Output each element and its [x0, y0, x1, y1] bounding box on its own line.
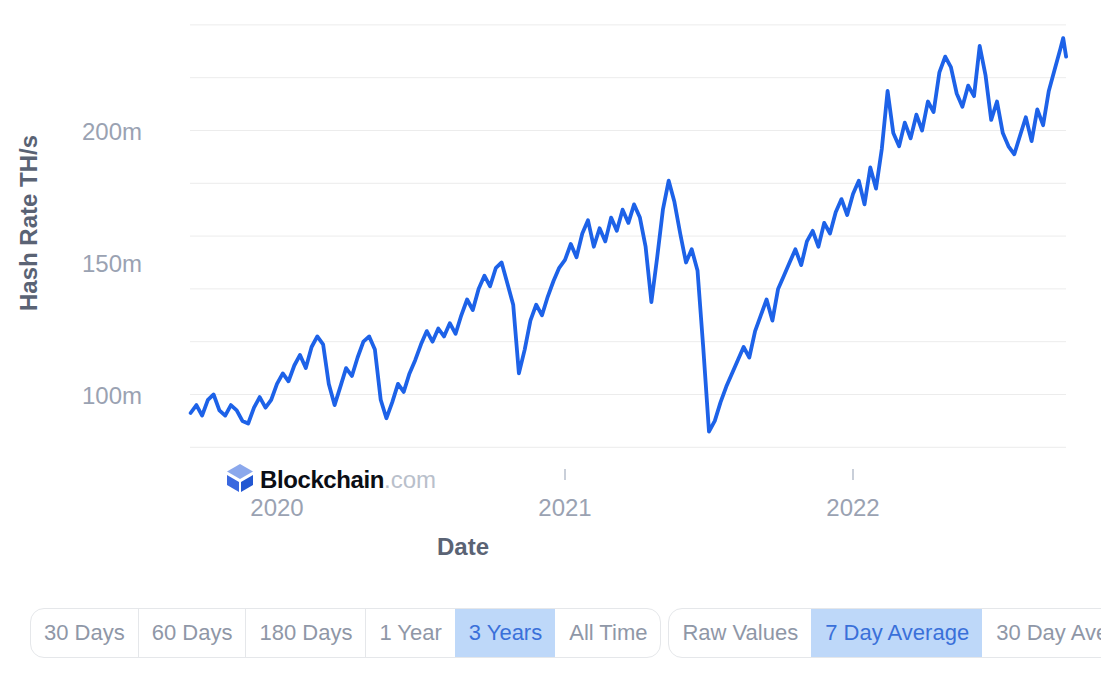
logo-left-face [227, 475, 239, 492]
y-tick-label: 200m [82, 118, 142, 145]
time-range-button-all-time[interactable]: All Time [555, 609, 660, 657]
time-range-button-30-days[interactable]: 30 Days [31, 609, 138, 657]
aggregation-button-group: Raw Values7 Day Average30 Day Average [668, 608, 1101, 658]
x-tick-label: 2020 [250, 494, 303, 521]
chart-controls: 30 Days60 Days180 Days1 Year3 YearsAll T… [30, 608, 1101, 658]
hashrate-chart-page: 202020212022100m150m200m Hash Rate TH/s … [0, 0, 1101, 676]
time-range-button-60-days[interactable]: 60 Days [138, 609, 246, 657]
blockchain-watermark: Blockchain.com [227, 464, 436, 493]
hash-rate-7-day-average-line [191, 38, 1067, 431]
x-tick-label: 2021 [538, 494, 591, 521]
gridlines [190, 25, 1066, 447]
logo-top-face [227, 464, 253, 479]
watermark-text: Blockchain.com [260, 466, 436, 493]
time-range-button-3-years[interactable]: 3 Years [455, 609, 555, 657]
aggregation-button-raw-values[interactable]: Raw Values [669, 609, 811, 657]
aggregation-button-30-day-average[interactable]: 30 Day Average [982, 609, 1101, 657]
x-tick-label: 2022 [826, 494, 879, 521]
time-range-button-1-year[interactable]: 1 Year [365, 609, 454, 657]
hashrate-chart: 202020212022100m150m200m Hash Rate TH/s … [0, 0, 1101, 600]
x-axis-title: Date [437, 533, 489, 560]
aggregation-button-7-day-average[interactable]: 7 Day Average [811, 609, 982, 657]
hashrate-line-layer [191, 38, 1067, 431]
y-tick-label: 150m [82, 250, 142, 277]
logo-right-face [241, 475, 253, 492]
watermark-brand: Blockchain [260, 466, 384, 493]
time-range-button-180-days[interactable]: 180 Days [245, 609, 365, 657]
y-tick-label: 100m [82, 382, 142, 409]
watermark-suffix: .com [384, 466, 436, 493]
axis-ticks [565, 469, 853, 480]
blockchain-logo-icon [227, 464, 253, 492]
y-axis-title: Hash Rate TH/s [15, 135, 42, 311]
time-range-button-group: 30 Days60 Days180 Days1 Year3 YearsAll T… [30, 608, 661, 658]
